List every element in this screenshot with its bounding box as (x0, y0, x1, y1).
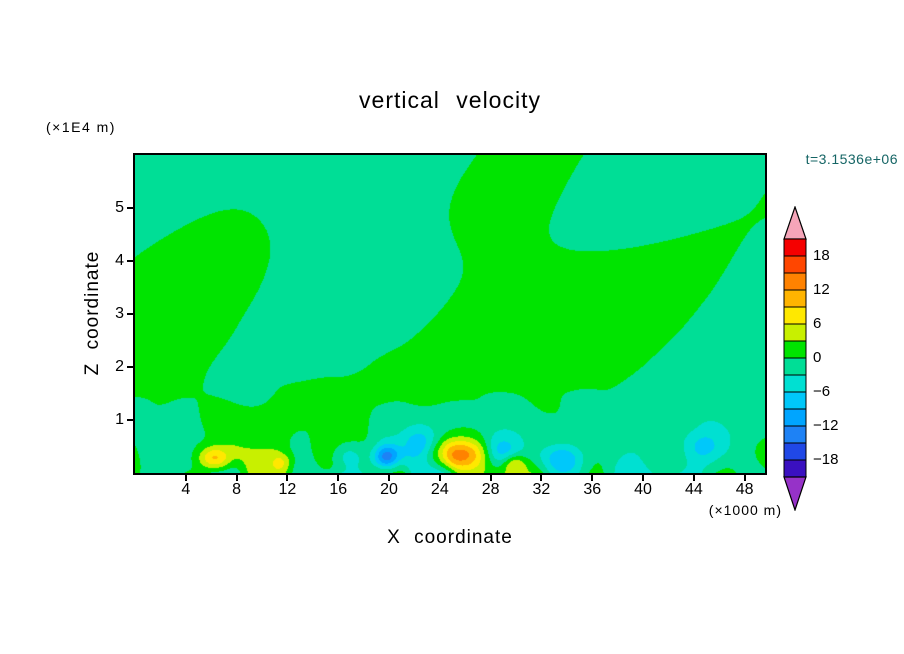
x-tick-mark (743, 475, 746, 481)
x-tick-label: 8 (232, 481, 242, 498)
y-tick-mark (127, 260, 133, 262)
x-tick-mark (438, 475, 441, 481)
x-tick-mark (388, 475, 391, 481)
colorbar-band (783, 340, 807, 359)
colorbar-band (783, 357, 807, 376)
colorbar-band (783, 238, 807, 257)
x-tick-mark (286, 475, 289, 481)
y-tick-label: 1 (115, 411, 124, 428)
colorbar-label: −12 (813, 417, 839, 434)
colorbar-arrow-top (783, 206, 807, 240)
colorbar-band (783, 272, 807, 291)
x-tick-label: 40 (634, 481, 652, 498)
x-tick-mark (184, 475, 187, 481)
plot-title: vertical velocity (359, 87, 541, 113)
x-axis-unit-label: (×1000 m) (708, 502, 782, 518)
x-tick-label: 20 (380, 481, 398, 498)
colorbar-label: 18 (813, 247, 830, 264)
colorbar-band (783, 255, 807, 274)
colorbar-label: 0 (813, 349, 822, 366)
x-tick-mark (489, 475, 492, 481)
x-tick-label: 4 (181, 481, 191, 498)
colorbar-band (783, 323, 807, 342)
colorbar-band (783, 374, 807, 393)
y-tick-label: 4 (115, 252, 124, 269)
colorbar-label: 6 (813, 315, 822, 332)
time-annotation: t=3.1536e+06 (805, 151, 898, 167)
x-tick-mark (692, 475, 695, 481)
x-tick-label: 44 (684, 481, 703, 498)
y-tick-mark (127, 207, 133, 209)
x-tick-label: 36 (583, 481, 602, 498)
colorbar-band (783, 306, 807, 325)
colorbar-band (783, 391, 807, 410)
colorbar-arrow-bottom (783, 476, 807, 511)
y-tick-mark (127, 313, 133, 315)
colorbar (783, 206, 807, 511)
y-axis-title: Z coordinate (82, 250, 103, 376)
x-tick-label: 48 (735, 481, 754, 498)
y-tick-mark (127, 419, 133, 421)
y-axis-unit-label: (×1E4 m) (46, 119, 116, 135)
y-tick-label: 3 (115, 305, 124, 322)
colorbar-band (783, 442, 807, 461)
y-tick-label: 2 (115, 358, 124, 375)
x-tick-mark (642, 475, 645, 481)
x-tick-mark (235, 475, 238, 481)
x-tick-mark (540, 475, 543, 481)
x-tick-label: 32 (532, 481, 551, 498)
plot-frame (133, 153, 767, 475)
x-tick-label: 12 (278, 481, 297, 498)
x-tick-mark (337, 475, 340, 481)
colorbar-band (783, 459, 807, 478)
x-axis-title: X coordinate (387, 527, 513, 548)
colorbar-band (783, 289, 807, 308)
contour-field-canvas (135, 155, 765, 473)
x-tick-label: 28 (481, 481, 500, 498)
colorbar-band (783, 408, 807, 427)
y-tick-mark (127, 366, 133, 368)
x-tick-label: 16 (329, 481, 348, 498)
colorbar-label: −6 (813, 383, 831, 400)
colorbar-label: 12 (813, 281, 830, 298)
x-tick-mark (591, 475, 594, 481)
y-tick-label: 5 (115, 199, 124, 216)
x-tick-label: 24 (430, 481, 449, 498)
colorbar-band (783, 425, 807, 444)
colorbar-label: −18 (813, 451, 839, 468)
